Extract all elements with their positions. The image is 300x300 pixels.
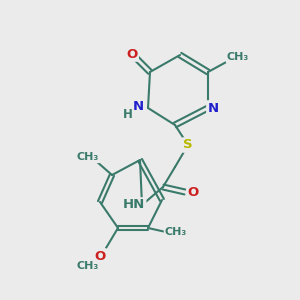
Text: HN: HN — [123, 199, 145, 212]
Text: O: O — [94, 250, 106, 262]
Text: O: O — [126, 47, 138, 61]
Text: N: N — [207, 101, 219, 115]
Text: CH₃: CH₃ — [77, 261, 99, 271]
Text: CH₃: CH₃ — [165, 227, 187, 237]
Text: CH₃: CH₃ — [227, 52, 249, 62]
Text: CH₃: CH₃ — [77, 152, 99, 162]
Text: O: O — [188, 185, 199, 199]
Text: N: N — [132, 100, 144, 112]
Text: H: H — [123, 107, 133, 121]
Text: S: S — [183, 139, 193, 152]
